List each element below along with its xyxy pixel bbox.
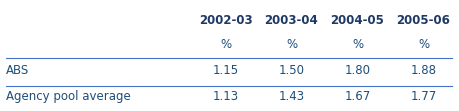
Text: %: % — [352, 38, 363, 51]
Text: 2002-03: 2002-03 — [199, 14, 252, 27]
Text: 2004-05: 2004-05 — [330, 14, 385, 27]
Text: ABS: ABS — [6, 64, 29, 77]
Text: 1.50: 1.50 — [279, 64, 304, 77]
Text: 1.67: 1.67 — [344, 90, 370, 103]
Text: 1.80: 1.80 — [345, 64, 370, 77]
Text: %: % — [286, 38, 297, 51]
Text: 1.43: 1.43 — [279, 90, 305, 103]
Text: 2005-06: 2005-06 — [397, 14, 450, 27]
Text: 1.77: 1.77 — [410, 90, 437, 103]
Text: 1.13: 1.13 — [213, 90, 239, 103]
Text: %: % — [418, 38, 429, 51]
Text: 1.15: 1.15 — [213, 64, 239, 77]
Text: 1.88: 1.88 — [410, 64, 437, 77]
Text: 2003-04: 2003-04 — [265, 14, 319, 27]
Text: Agency pool average: Agency pool average — [6, 90, 131, 103]
Text: %: % — [220, 38, 231, 51]
